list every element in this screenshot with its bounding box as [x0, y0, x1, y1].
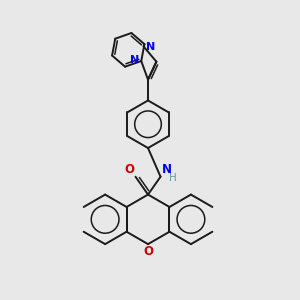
Text: N: N [161, 163, 172, 176]
Text: H: H [169, 173, 177, 183]
Text: N: N [130, 55, 139, 65]
Text: O: O [143, 245, 153, 258]
Text: O: O [124, 163, 134, 176]
Text: N: N [146, 41, 155, 52]
